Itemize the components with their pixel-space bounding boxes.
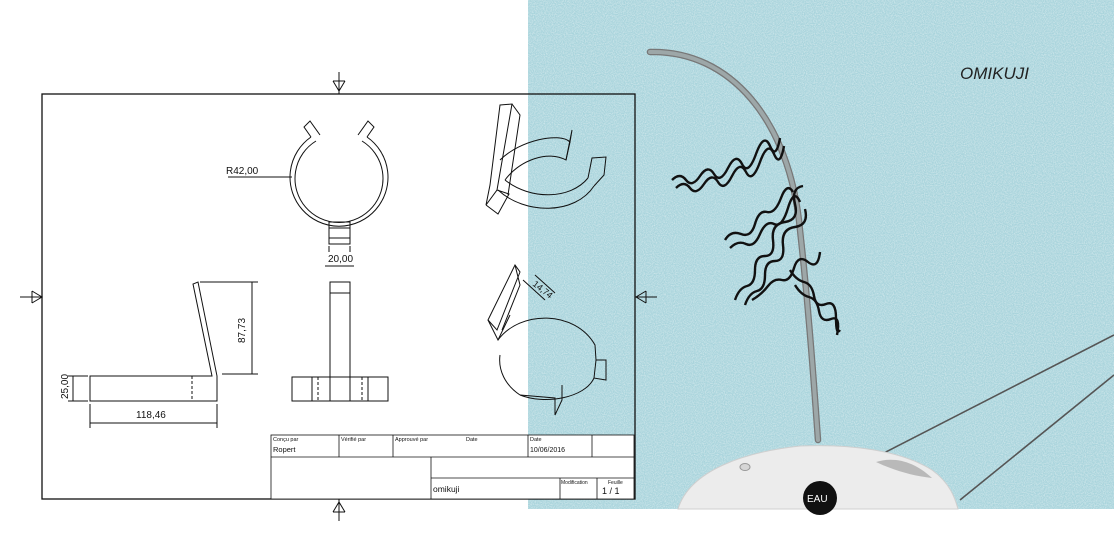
- paper-knot: [751, 251, 822, 302]
- side-profile: [89, 281, 218, 402]
- iso-view-bottom: [487, 264, 607, 416]
- base-notch: [876, 459, 932, 478]
- photo-title: OMIKUJI: [960, 64, 1029, 83]
- date-label-1: Date: [466, 437, 478, 443]
- base-front: [291, 376, 389, 402]
- badge-circle: [803, 481, 837, 515]
- top-view: [228, 120, 389, 267]
- ring-inner: [294, 140, 384, 224]
- part-name: omikuji: [433, 484, 460, 494]
- date-label-2: Date: [530, 437, 542, 443]
- paper-knot: [675, 145, 786, 193]
- width-label: 20,00: [328, 254, 353, 265]
- title-block: [270, 434, 635, 500]
- designed-by-value: Ropert: [273, 445, 296, 454]
- base-height-label: 25,00: [60, 374, 71, 399]
- wire-line: [879, 334, 1114, 456]
- length-label: 118,46: [136, 410, 166, 421]
- radius-label: R42,00: [226, 166, 259, 177]
- iso-view-top: [485, 103, 607, 215]
- paper-knot: [733, 184, 804, 301]
- height-label: 87,73: [237, 318, 248, 343]
- stem-top: [328, 221, 351, 245]
- ring-tab-left: [303, 120, 321, 138]
- designed-by-label: Conçu par: [273, 437, 299, 443]
- sheet-label: Feuille: [608, 480, 623, 486]
- paper-knot: [723, 186, 795, 241]
- paper-knot: [671, 137, 782, 185]
- photo-panel: [528, 0, 1114, 515]
- base-hole: [739, 463, 751, 471]
- badge-text: EAU: [807, 494, 828, 505]
- paper-knot: [743, 208, 808, 306]
- side-view: [68, 281, 258, 428]
- front-view: [291, 281, 389, 402]
- paper-knot: [793, 284, 840, 336]
- ring-tab-right: [357, 120, 375, 138]
- modification-label: Modification: [561, 480, 588, 486]
- date-value: 10/06/2016: [530, 447, 565, 454]
- stem-front: [329, 281, 351, 378]
- approved-by-label: Approuvé par: [395, 437, 428, 443]
- wire-line: [959, 374, 1114, 501]
- paper-knot: [729, 195, 802, 249]
- sheet-value: 1 / 1: [602, 486, 620, 496]
- ring-outer: [289, 136, 389, 227]
- branch-highlight: [648, 49, 820, 442]
- paper-knots: [671, 137, 841, 336]
- checked-by-label: Vérifié par: [341, 437, 366, 443]
